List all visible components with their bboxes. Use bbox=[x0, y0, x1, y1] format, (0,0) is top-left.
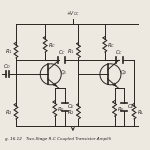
Text: $R_L$: $R_L$ bbox=[137, 108, 144, 117]
Text: $C_D$: $C_D$ bbox=[3, 62, 11, 71]
Text: $R_E$: $R_E$ bbox=[117, 105, 125, 114]
Text: $Q_1$: $Q_1$ bbox=[60, 69, 68, 77]
Text: $C_C$: $C_C$ bbox=[58, 48, 65, 57]
Text: $R_C$: $R_C$ bbox=[48, 41, 56, 50]
Text: $R_C$: $R_C$ bbox=[107, 41, 116, 50]
Text: $R_2$: $R_2$ bbox=[5, 108, 12, 117]
Text: Two-Stage R-C Coupled Transistor Amplifi: Two-Stage R-C Coupled Transistor Amplifi bbox=[26, 137, 111, 141]
Text: $+V_{CC}$: $+V_{CC}$ bbox=[66, 9, 80, 18]
Text: $Q_2$: $Q_2$ bbox=[120, 69, 127, 77]
Text: $R_E$: $R_E$ bbox=[57, 105, 65, 114]
Text: $C_C$: $C_C$ bbox=[115, 48, 123, 57]
Text: $R_1$: $R_1$ bbox=[5, 47, 12, 56]
Text: g. 16.12: g. 16.12 bbox=[5, 137, 22, 141]
Text: $C_E$: $C_E$ bbox=[67, 103, 75, 111]
Text: $R_1$: $R_1$ bbox=[67, 47, 75, 56]
Text: $C_E$: $C_E$ bbox=[127, 103, 135, 111]
Text: $R_2$: $R_2$ bbox=[67, 108, 75, 117]
